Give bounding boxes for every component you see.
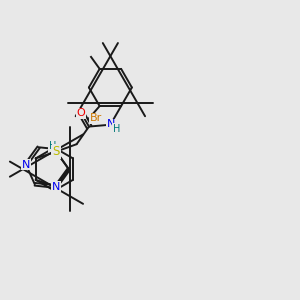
Text: Br: Br <box>89 113 102 123</box>
Text: N: N <box>52 147 60 157</box>
Text: H: H <box>112 124 120 134</box>
Text: N: N <box>52 182 60 191</box>
Text: O: O <box>77 108 85 118</box>
Text: S: S <box>53 145 60 158</box>
Text: N: N <box>106 119 115 129</box>
Text: N: N <box>22 160 30 170</box>
Text: H: H <box>49 142 56 152</box>
